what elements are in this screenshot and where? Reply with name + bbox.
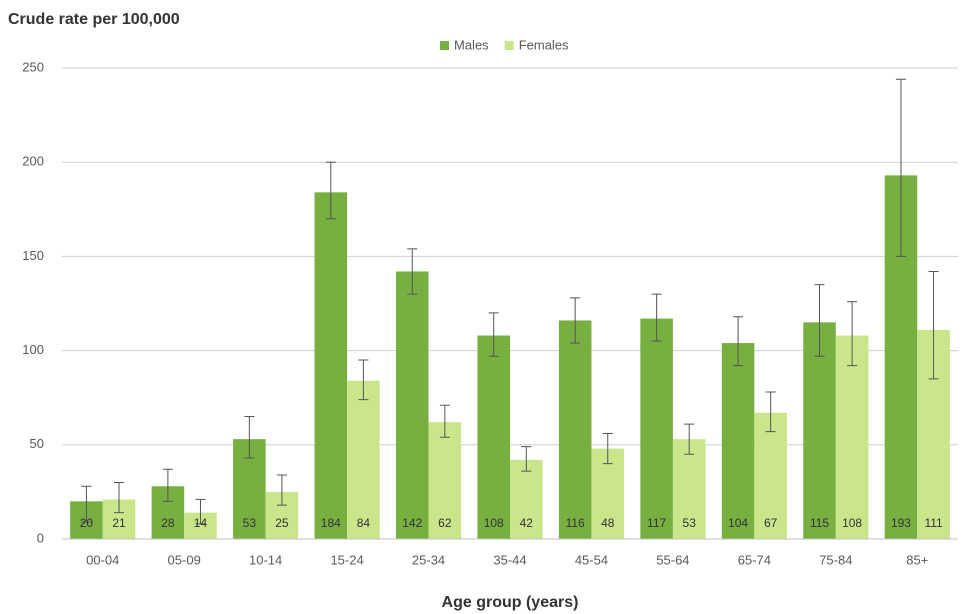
legend-swatch [440,41,449,50]
error-bar [81,485,92,523]
bar [835,335,869,539]
bar [428,422,462,539]
value-label: 67 [764,516,778,530]
x-tick-label: 65-74 [738,552,771,567]
y-tick-label: 100 [22,342,44,357]
error-bar [407,248,418,295]
x-tick-label: 10-14 [249,552,282,567]
bar [721,343,755,539]
bar [314,192,348,539]
y-tick-label: 0 [37,530,44,545]
bar [803,322,836,539]
legend-label: Males [454,37,489,52]
x-tick-label: 85+ [906,552,928,567]
x-tick-label: 25-34 [412,552,445,567]
chart-title: Crude rate per 100,000 [8,11,180,28]
legend-label: Females [519,37,569,52]
value-label: 14 [194,516,208,530]
bar [477,335,510,539]
y-tick-label: 250 [22,59,44,74]
error-bar [651,293,662,342]
bar [672,439,706,539]
x-tick-label: 05-09 [168,552,201,567]
error-bar [814,284,825,357]
error-bar [602,432,613,465]
y-tick-label: 50 [30,436,44,451]
bar [640,318,673,539]
value-label: 48 [601,516,615,530]
error-bar [895,78,906,257]
value-label: 108 [842,516,862,530]
bar [395,271,429,539]
value-label: 117 [647,516,666,530]
error-bar [733,316,744,367]
value-label: 104 [728,516,748,530]
value-label: 111 [924,516,943,530]
value-label: 62 [438,516,452,530]
error-bar [684,423,695,455]
value-label: 53 [243,516,257,530]
legend-swatch [504,41,514,50]
value-label: 84 [357,516,371,530]
value-label: 21 [112,516,126,530]
error-bar [521,446,532,472]
error-bar [195,498,206,525]
bar [510,459,543,539]
value-label: 108 [484,516,504,530]
error-bar [765,391,776,433]
value-label: 20 [80,516,94,530]
x-tick-label: 55-64 [656,552,689,567]
y-tick-label: 150 [22,248,44,263]
bar [754,412,787,539]
error-bar [439,404,450,438]
error-bar [488,312,499,357]
value-label: 28 [161,516,175,530]
error-bar [325,161,336,220]
x-tick-label: 15-24 [330,552,363,567]
error-bar [570,297,581,344]
bar [347,380,380,539]
error-bar [276,474,287,506]
error-bar [244,416,255,459]
value-label: 25 [275,516,289,530]
value-label: 193 [891,516,911,530]
x-tick-label: 35-44 [493,552,526,567]
value-label: 53 [683,516,697,530]
x-axis-label: Age group (years) [442,594,579,611]
error-bar [928,270,939,380]
value-label: 184 [321,516,341,530]
x-tick-label: 45-54 [575,552,608,567]
value-label: 116 [566,516,585,530]
value-label: 142 [402,516,422,530]
error-bar [358,359,369,401]
error-bar [114,481,125,514]
bar [558,320,592,539]
value-label: 115 [810,516,829,530]
x-tick-label: 00-04 [86,552,119,567]
error-bar [162,468,173,502]
x-tick-label: 75-84 [819,552,852,567]
error-bar [847,301,858,367]
y-tick-label: 200 [22,154,44,169]
value-label: 42 [520,516,534,530]
